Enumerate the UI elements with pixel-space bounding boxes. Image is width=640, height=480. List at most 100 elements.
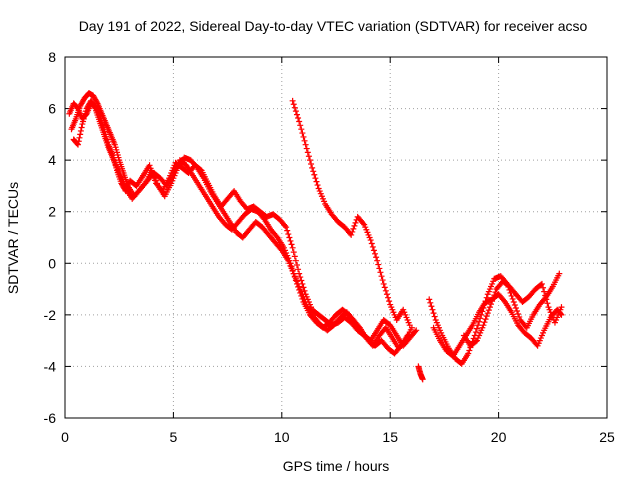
y-axis-label: SDTVAR / TECUs — [5, 182, 21, 294]
data-point — [286, 234, 293, 241]
data-point — [485, 307, 492, 314]
data-point — [297, 274, 304, 281]
data-point — [75, 138, 82, 145]
data-point — [472, 329, 479, 336]
data-point — [472, 338, 479, 345]
series-track-4 — [289, 97, 413, 329]
data-point — [311, 171, 318, 178]
data-point — [301, 137, 308, 144]
y-tick-label: 8 — [48, 49, 56, 65]
data-point — [290, 101, 297, 108]
data-point — [386, 298, 393, 305]
y-tick-label: 2 — [48, 204, 56, 220]
data-point — [556, 270, 563, 277]
x-tick-label: 5 — [170, 429, 178, 445]
data-point — [302, 141, 309, 148]
data-point — [305, 153, 312, 160]
data-point — [501, 297, 508, 304]
data-point — [465, 350, 472, 357]
data-point — [537, 281, 544, 288]
y-tick-label: -4 — [44, 358, 57, 374]
data-point — [295, 266, 302, 273]
data-point — [488, 301, 495, 308]
data-point — [78, 124, 85, 131]
data-point — [273, 233, 280, 240]
x-tick-label: 15 — [382, 429, 398, 445]
data-point — [544, 300, 551, 307]
y-tick-label: -2 — [44, 307, 57, 323]
data-point — [312, 175, 319, 182]
data-point — [306, 157, 313, 164]
data-point — [348, 231, 355, 238]
data-point — [296, 118, 303, 125]
y-tick-label: -6 — [44, 410, 57, 426]
x-tick-label: 20 — [491, 429, 507, 445]
data-point — [289, 97, 296, 104]
data-point — [355, 323, 362, 330]
data-point — [515, 310, 522, 317]
data-point — [481, 319, 488, 326]
data-point — [473, 325, 480, 332]
data-point — [299, 130, 306, 137]
x-axis-label: GPS time / hours — [283, 458, 390, 474]
data-point — [413, 327, 420, 334]
data-point — [491, 292, 498, 299]
data-point — [292, 108, 299, 115]
data-point — [350, 225, 357, 232]
data-point — [284, 227, 291, 234]
data-point — [377, 269, 384, 276]
data-point — [431, 313, 438, 320]
data-point — [285, 231, 292, 238]
data-point — [385, 294, 392, 301]
data-point — [76, 134, 83, 141]
data-point — [475, 322, 482, 329]
data-point — [292, 257, 299, 264]
data-point — [352, 219, 359, 226]
data-point — [298, 277, 305, 284]
data-point — [483, 313, 490, 320]
chart-title: Day 191 of 2022, Sidereal Day-to-day VTE… — [79, 18, 588, 34]
data-point — [309, 164, 316, 171]
data-point — [308, 161, 315, 168]
data-point — [427, 299, 434, 306]
data-point — [291, 104, 298, 111]
data-point — [374, 257, 381, 264]
data-point — [512, 304, 519, 311]
data-point — [300, 284, 307, 291]
data-point — [378, 273, 385, 280]
data-point — [288, 241, 295, 248]
data-point — [296, 270, 303, 277]
data-point — [480, 322, 487, 329]
data-point — [368, 240, 375, 247]
data-point — [77, 127, 84, 134]
data-point — [375, 261, 382, 268]
data-point — [301, 287, 308, 294]
y-tick-label: 6 — [48, 101, 56, 117]
data-point — [297, 122, 304, 129]
data-point — [508, 292, 515, 299]
data-point — [379, 277, 386, 284]
x-tick-label: 25 — [599, 429, 615, 445]
x-tick-label: 0 — [61, 429, 69, 445]
data-point — [383, 291, 390, 298]
data-point — [290, 249, 297, 256]
data-point — [298, 126, 305, 133]
data-point — [260, 215, 267, 222]
data-point — [486, 304, 493, 311]
axis-ticks: 0 5 10 15 20 25 -6 -4 -2 0 2 4 6 8 — [44, 49, 615, 445]
data-point — [429, 306, 436, 313]
data-point — [295, 115, 302, 122]
data-point — [511, 301, 518, 308]
data-point — [372, 250, 379, 257]
data-point — [283, 224, 290, 231]
data-point — [349, 228, 356, 235]
plot-frame — [64, 56, 608, 419]
data-point — [146, 162, 153, 169]
series-track-5 — [415, 363, 426, 383]
data-point — [540, 284, 547, 291]
y-tick-label: 0 — [48, 255, 56, 271]
data-point — [193, 163, 200, 170]
data-point — [369, 243, 376, 250]
data-point — [75, 141, 82, 148]
